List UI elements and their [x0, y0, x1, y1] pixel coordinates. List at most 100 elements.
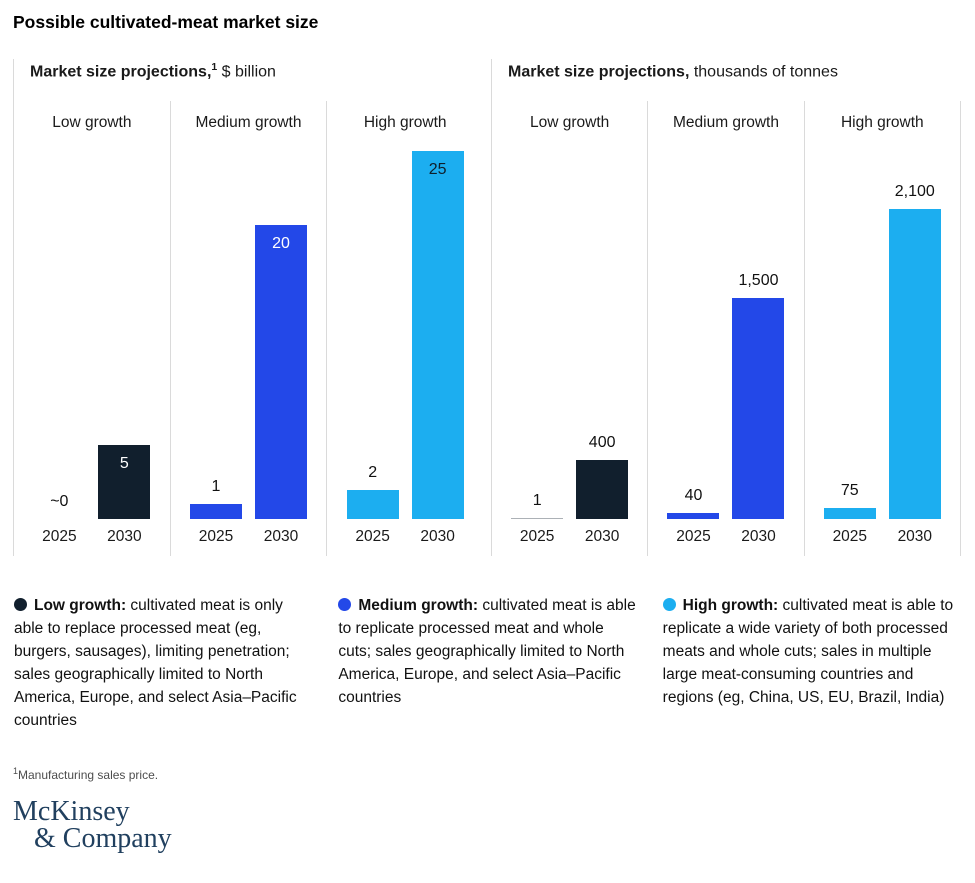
panel-header-bold: Market size projections,: [30, 63, 212, 81]
bar-column: ~0: [33, 493, 85, 519]
logo-line1: McKinsey: [13, 796, 130, 828]
bar-value-label: 1,500: [738, 272, 779, 290]
bar-value-label: 25: [428, 161, 447, 179]
bar-column: 75: [823, 482, 876, 520]
growth-section-label: High growth: [840, 114, 924, 132]
legend-bullet-icon: [662, 598, 676, 612]
logo-line2: & Company: [34, 823, 172, 855]
bar: 25: [411, 151, 464, 520]
bar-column: 1,500: [732, 272, 785, 520]
growth-section: Medium growth 1 20 2025 2030: [169, 101, 327, 557]
figure-title: Possible cultivated-meat market size: [13, 12, 319, 32]
growth-section: High growth 75 2,100 2025 2030: [803, 101, 960, 557]
year-labels: 2025 2030: [327, 519, 483, 556]
bar-value-label: 1: [532, 492, 542, 510]
year-label: 2030: [107, 528, 142, 546]
growth-section-label: High growth: [363, 114, 447, 132]
panel-header-unit: thousands of tonnes: [689, 63, 838, 81]
panel-header-dollars: Market size projections,1 $ billion: [14, 59, 483, 101]
legend-item-name: Low growth:: [34, 597, 131, 615]
year-labels: 2025 2030: [14, 519, 170, 556]
bar-value-label: 1: [211, 478, 221, 496]
bar: [667, 513, 720, 520]
legend-bullet-icon: [14, 598, 27, 612]
bar-value-label: 20: [272, 235, 290, 253]
panel-header-unit: $ billion: [217, 63, 276, 81]
bars-area: 2 25: [327, 141, 483, 520]
legend-item-text: cultivated meat is only able to replace …: [14, 597, 297, 730]
growth-section: Low growth 1 400 2025 2030: [492, 101, 647, 556]
chart-panels: Market size projections,1 $ billion Low …: [13, 59, 961, 557]
bar-value-label: 40: [684, 487, 703, 505]
growth-section-label: Low growth: [530, 114, 610, 132]
bar-value-label: ~0: [50, 493, 69, 511]
footnote-text: Manufacturing sales price.: [18, 768, 159, 783]
bar-column: 20: [255, 225, 307, 520]
bar: [576, 460, 629, 520]
growth-section-label: Medium growth: [673, 114, 779, 132]
year-label: 2030: [584, 528, 620, 546]
year-label: 2030: [263, 528, 299, 546]
bar: 5: [98, 445, 151, 520]
year-label: 2030: [420, 528, 455, 546]
bar: [888, 209, 941, 520]
year-label: 2025: [676, 528, 711, 546]
bar: [823, 508, 876, 520]
bar-value-label: 2: [368, 464, 378, 482]
bar-column: 1: [190, 478, 242, 520]
year-label: 2025: [355, 528, 390, 546]
bar-value-label: 75: [840, 482, 859, 500]
year-labels: 2025 2030: [492, 519, 647, 556]
legend-bullet-icon: [338, 598, 352, 612]
chart-area-tonnes: Low growth 1 400 2025 2030 Medium growth 40 1,5…: [492, 101, 961, 557]
bar-value-label: 2,100: [894, 183, 935, 201]
bar: [346, 490, 399, 520]
bar: [511, 518, 564, 520]
bar-column: 40: [667, 487, 720, 520]
bars-area: ~0 5: [14, 141, 170, 520]
legend-item-name: Medium growth:: [358, 597, 483, 615]
bar-value-label: 5: [119, 455, 129, 473]
growth-section-label: Medium growth: [195, 114, 302, 132]
panel-header-bold: Market size projections,: [508, 63, 690, 81]
legend-item-text: cultivated meat is able to replicate pro…: [338, 597, 636, 707]
growth-section: Medium growth 40 1,500 2025 2030: [647, 101, 803, 557]
year-labels: 2025 2030: [171, 519, 327, 556]
legend-item-text: cultivated meat is able to replicate a w…: [662, 597, 954, 707]
legend-item-name: High growth:: [682, 597, 783, 615]
bar: [190, 504, 242, 520]
footnote: 1Manufacturing sales price.: [13, 766, 961, 782]
bar-column: 1: [511, 492, 564, 520]
panel-tonnes: Market size projections, thousands of to…: [491, 59, 961, 557]
bar-value-label: 400: [588, 434, 616, 452]
bar-column: 5: [98, 445, 151, 520]
bars-area: 1 400: [492, 141, 647, 520]
year-label: 2030: [741, 528, 776, 546]
bar-column: 2,100: [888, 183, 941, 520]
year-label: 2025: [198, 528, 234, 546]
year-label: 2025: [42, 528, 77, 546]
year-label: 2025: [832, 528, 868, 546]
bars-area: 1 20: [171, 141, 327, 520]
footnote-sup: 1: [13, 766, 19, 777]
year-labels: 2025 2030: [805, 519, 960, 556]
legend-item: Low growth: cultivated meat is only able…: [14, 594, 312, 732]
legend-item: Medium growth: cultivated meat is able t…: [338, 594, 636, 732]
year-labels: 2025 2030: [648, 519, 803, 556]
bar-column: 400: [576, 434, 629, 520]
year-label: 2030: [897, 528, 933, 546]
panel-dollar-billion: Market size projections,1 $ billion Low …: [13, 59, 483, 557]
bar-column: 2: [346, 464, 399, 520]
growth-section-label: Low growth: [52, 114, 132, 132]
footnote-marker: 1: [211, 61, 218, 73]
bars-area: 40 1,500: [648, 141, 803, 520]
bars-area: 75 2,100: [805, 141, 960, 520]
growth-section: Low growth ~0 5 2025 2030: [14, 101, 170, 556]
mckinsey-logo: McKinsey & Company: [13, 796, 961, 855]
bar: 20: [255, 225, 307, 520]
year-label: 2025: [519, 528, 555, 546]
legend-item: High growth: cultivated meat is able to …: [662, 594, 961, 732]
legend: Low growth: cultivated meat is only able…: [13, 594, 961, 732]
panel-header-tonnes: Market size projections, thousands of to…: [492, 59, 961, 101]
